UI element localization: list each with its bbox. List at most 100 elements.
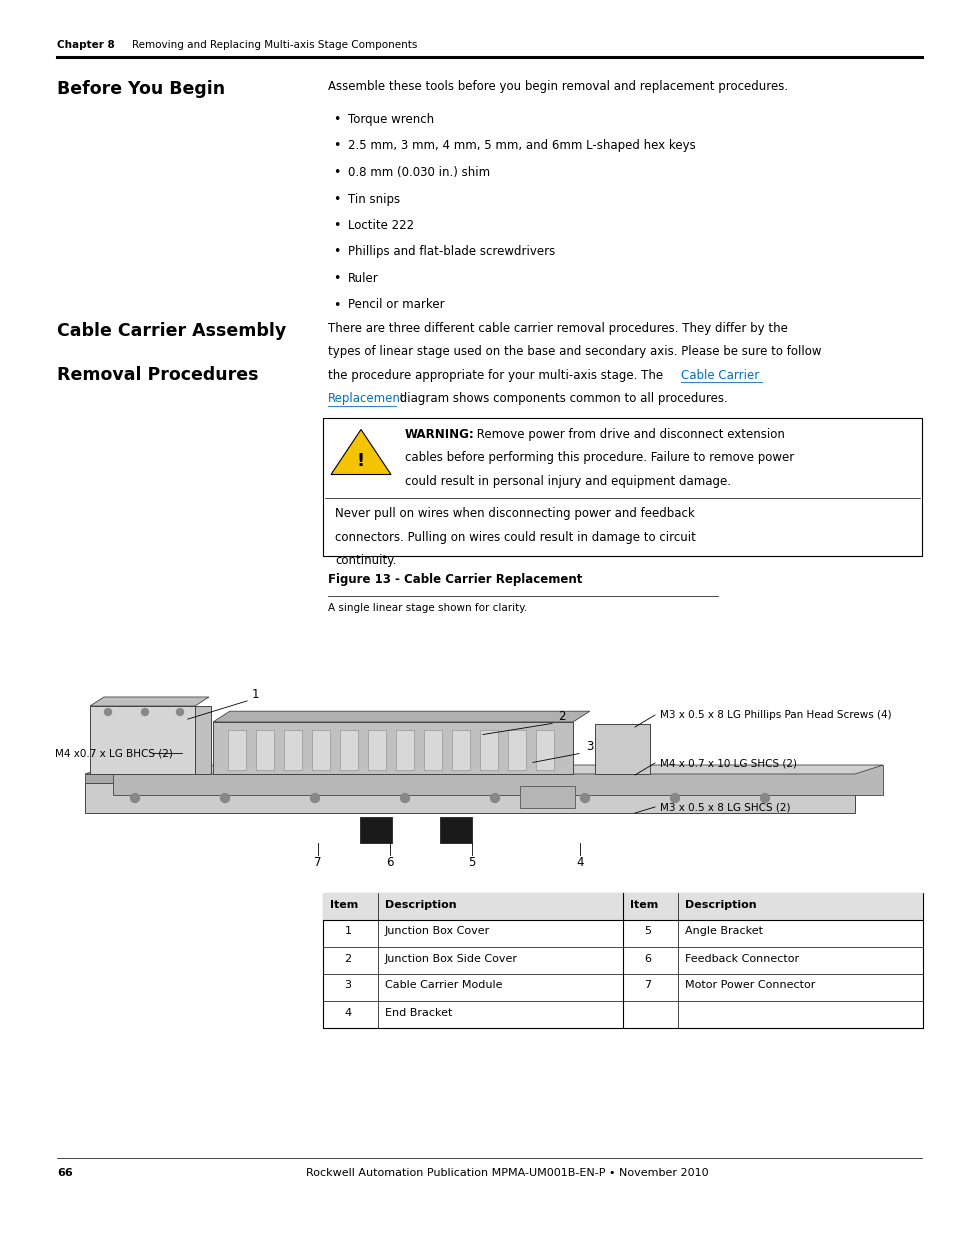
- Text: 3: 3: [586, 741, 593, 753]
- Text: Junction Box Side Cover: Junction Box Side Cover: [385, 953, 517, 963]
- Text: types of linear stage used on the base and secondary axis. Please be sure to fol: types of linear stage used on the base a…: [328, 346, 821, 358]
- Text: diagram shows components common to all procedures.: diagram shows components common to all p…: [395, 393, 727, 405]
- Text: •: •: [333, 112, 340, 126]
- Bar: [339, 730, 357, 769]
- Text: 7: 7: [644, 981, 651, 990]
- Circle shape: [400, 794, 409, 803]
- Polygon shape: [90, 697, 209, 706]
- Polygon shape: [213, 711, 589, 722]
- Bar: [85, 783, 854, 813]
- Bar: [423, 730, 441, 769]
- Text: Phillips and flat-blade screwdrivers: Phillips and flat-blade screwdrivers: [348, 246, 555, 258]
- Bar: [194, 706, 211, 774]
- Text: M4 x0.7 x LG BHCS (2): M4 x0.7 x LG BHCS (2): [55, 748, 172, 758]
- Text: Removing and Replacing Multi-axis Stage Components: Removing and Replacing Multi-axis Stage …: [132, 40, 417, 49]
- Text: 66: 66: [57, 1168, 72, 1178]
- Circle shape: [579, 794, 589, 803]
- Text: •: •: [333, 165, 340, 179]
- Text: •: •: [333, 140, 340, 152]
- Circle shape: [490, 794, 499, 803]
- Text: Assemble these tools before you begin removal and replacement procedures.: Assemble these tools before you begin re…: [328, 80, 787, 93]
- Bar: [90, 706, 194, 774]
- Text: Item: Item: [330, 899, 358, 909]
- Text: End Bracket: End Bracket: [385, 1008, 452, 1018]
- Text: Motor Power Connector: Motor Power Connector: [684, 981, 815, 990]
- Bar: [213, 722, 573, 774]
- Circle shape: [131, 794, 139, 803]
- Bar: [395, 730, 414, 769]
- Text: A single linear stage shown for clarity.: A single linear stage shown for clarity.: [328, 603, 527, 613]
- Bar: [595, 724, 649, 774]
- Text: 1: 1: [251, 688, 258, 701]
- Text: Rockwell Automation Publication MPMA-UM001B-EN-P • November 2010: Rockwell Automation Publication MPMA-UM0…: [305, 1168, 707, 1178]
- Circle shape: [176, 709, 183, 715]
- Text: Description: Description: [684, 899, 756, 909]
- Text: WARNING:: WARNING:: [405, 429, 475, 441]
- Text: 2.5 mm, 3 mm, 4 mm, 5 mm, and 6mm L-shaped hex keys: 2.5 mm, 3 mm, 4 mm, 5 mm, and 6mm L-shap…: [348, 140, 695, 152]
- Bar: [323, 417, 921, 556]
- Text: 4: 4: [344, 1008, 352, 1018]
- Bar: [536, 730, 554, 769]
- Text: M4 x 0.7 x 10 LG SHCS (2): M4 x 0.7 x 10 LG SHCS (2): [659, 758, 796, 768]
- Text: •: •: [333, 246, 340, 258]
- Bar: [312, 730, 330, 769]
- Text: Torque wrench: Torque wrench: [348, 112, 434, 126]
- Text: connectors. Pulling on wires could result in damage to circuit: connectors. Pulling on wires could resul…: [335, 531, 695, 543]
- Bar: [359, 818, 392, 844]
- Circle shape: [670, 794, 679, 803]
- Bar: [439, 818, 472, 844]
- Circle shape: [105, 709, 112, 715]
- Text: 0.8 mm (0.030 in.) shim: 0.8 mm (0.030 in.) shim: [348, 165, 490, 179]
- Text: Loctite 222: Loctite 222: [348, 219, 414, 232]
- Text: Tin snips: Tin snips: [348, 193, 399, 205]
- Bar: [323, 893, 923, 920]
- Text: Before You Begin: Before You Begin: [57, 80, 225, 98]
- Bar: [284, 730, 302, 769]
- Text: M3 x 0.5 x 8 LG SHCS (2): M3 x 0.5 x 8 LG SHCS (2): [659, 802, 790, 811]
- Bar: [323, 893, 923, 1028]
- Bar: [452, 730, 470, 769]
- Text: cables before performing this procedure. Failure to remove power: cables before performing this procedure.…: [405, 452, 794, 464]
- Text: Replacement: Replacement: [328, 393, 405, 405]
- Text: Figure 13 - Cable Carrier Replacement: Figure 13 - Cable Carrier Replacement: [328, 573, 581, 585]
- Text: 1: 1: [344, 926, 351, 936]
- Text: 6: 6: [644, 953, 651, 963]
- Text: Remove power from drive and disconnect extension: Remove power from drive and disconnect e…: [473, 429, 784, 441]
- Text: 3: 3: [344, 981, 351, 990]
- Bar: [255, 730, 274, 769]
- Text: the procedure appropriate for your multi-axis stage. The: the procedure appropriate for your multi…: [328, 369, 666, 382]
- Text: 5: 5: [468, 857, 476, 869]
- Circle shape: [220, 794, 230, 803]
- Text: 4: 4: [576, 857, 583, 869]
- Text: Cable Carrier Assembly: Cable Carrier Assembly: [57, 322, 286, 340]
- Text: continuity.: continuity.: [335, 555, 395, 567]
- Bar: [228, 730, 246, 769]
- Text: Cable Carrier: Cable Carrier: [680, 369, 759, 382]
- Polygon shape: [331, 430, 391, 474]
- Text: •: •: [333, 272, 340, 285]
- Bar: [85, 774, 854, 783]
- Text: •: •: [333, 219, 340, 232]
- Text: Never pull on wires when disconnecting power and feedback: Never pull on wires when disconnecting p…: [335, 508, 694, 520]
- Circle shape: [760, 794, 769, 803]
- Bar: [507, 730, 525, 769]
- Polygon shape: [85, 764, 882, 774]
- Circle shape: [310, 794, 319, 803]
- Text: Removal Procedures: Removal Procedures: [57, 366, 258, 384]
- Text: Feedback Connector: Feedback Connector: [684, 953, 799, 963]
- Bar: [479, 730, 497, 769]
- Bar: [519, 785, 575, 808]
- Polygon shape: [112, 764, 882, 795]
- Text: •: •: [333, 193, 340, 205]
- Text: M3 x 0.5 x 8 LG Phillips Pan Head Screws (4): M3 x 0.5 x 8 LG Phillips Pan Head Screws…: [659, 710, 891, 720]
- Text: Item: Item: [629, 899, 658, 909]
- Text: 5: 5: [644, 926, 651, 936]
- Text: Cable Carrier Module: Cable Carrier Module: [385, 981, 502, 990]
- Text: Pencil or marker: Pencil or marker: [348, 299, 444, 311]
- Text: 2: 2: [344, 953, 352, 963]
- Text: •: •: [333, 299, 340, 311]
- Bar: [368, 730, 386, 769]
- Text: Junction Box Cover: Junction Box Cover: [385, 926, 490, 936]
- Text: !: !: [356, 452, 365, 471]
- Text: 7: 7: [314, 857, 321, 869]
